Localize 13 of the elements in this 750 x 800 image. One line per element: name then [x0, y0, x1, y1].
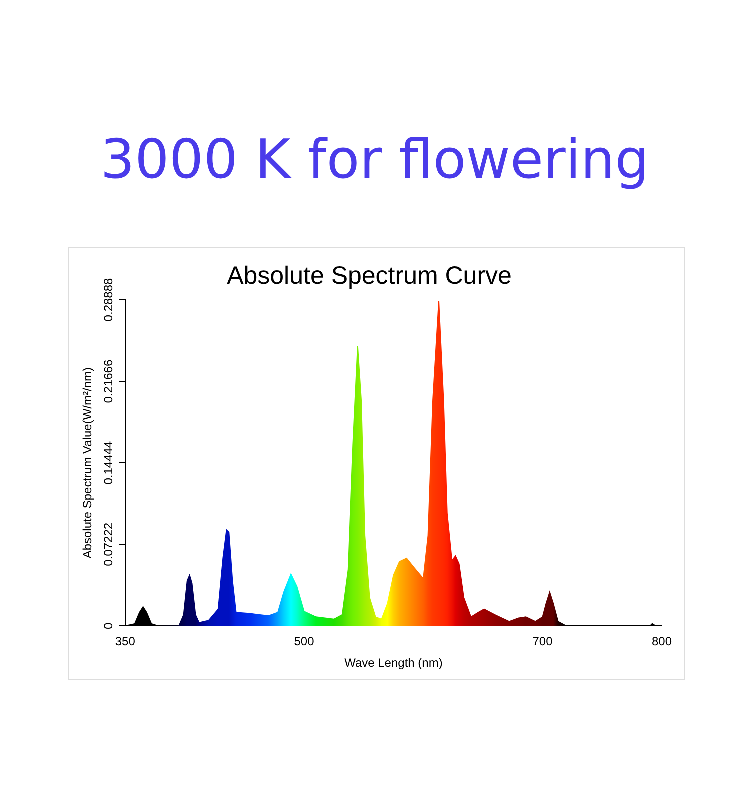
chart-title: 3000 K for flowering	[100, 128, 650, 191]
x-tick-label: 350	[115, 634, 136, 649]
y-axis-title: Absolute Spectrum Value(W/m²/nm)	[80, 368, 95, 559]
y-tick-label: 0	[102, 622, 116, 630]
x-tick-label: 700	[532, 634, 554, 649]
y-tick-label: 0.07222	[102, 522, 116, 566]
x-axis-title: Wave Length (nm)	[344, 656, 443, 670]
y-tick-label: 0.14444	[102, 441, 116, 485]
y-tick-label: 0.28888	[102, 278, 116, 322]
x-tick-label: 500	[294, 634, 315, 649]
x-tick-label: 800	[652, 634, 672, 649]
y-tick-label: 0.21666	[102, 360, 116, 404]
chart-subtitle: Absolute Spectrum Curve	[227, 262, 512, 290]
